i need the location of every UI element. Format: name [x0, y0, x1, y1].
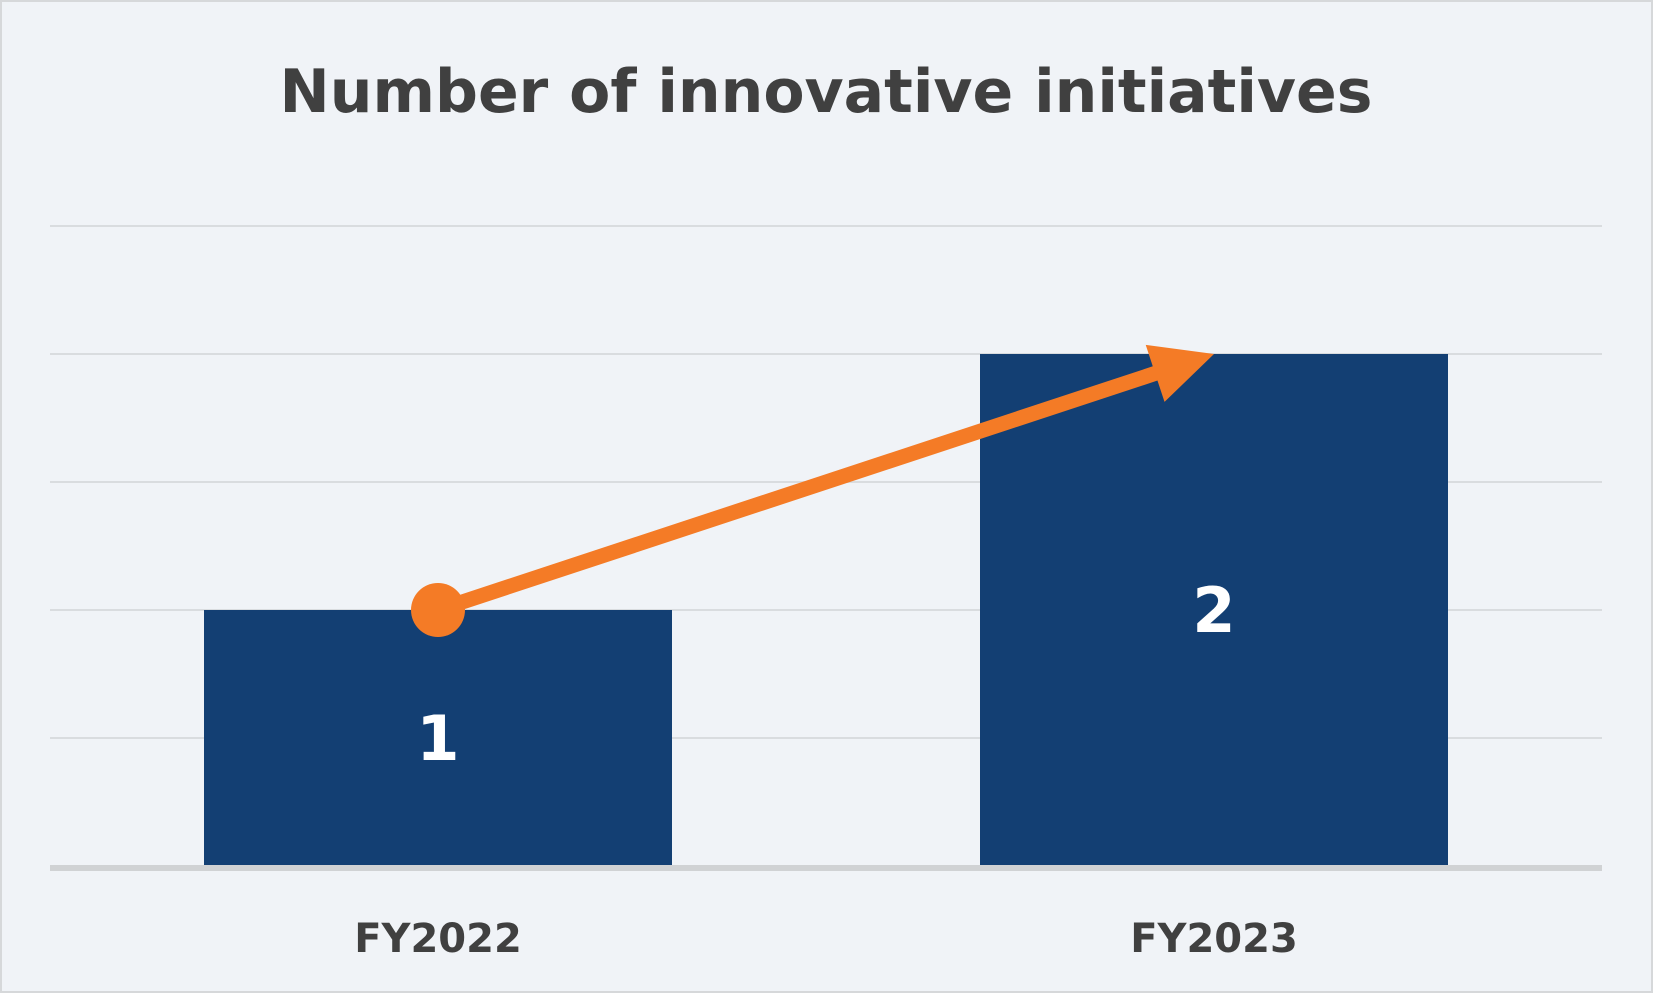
trend-arrow-start-dot	[411, 583, 465, 637]
bars	[204, 354, 1448, 866]
data-label-fy2023: 2	[1192, 574, 1235, 647]
x-axis: FY2022 FY2023	[50, 865, 1602, 962]
data-labels: 12	[416, 574, 1235, 775]
trend-arrow-shaft	[435, 364, 1164, 618]
bar-fy2023	[980, 354, 1448, 866]
chart-title: Number of innovative initiatives	[280, 57, 1373, 127]
x-tick-label-fy2022: FY2022	[354, 916, 522, 962]
data-label-fy2022: 1	[416, 702, 459, 775]
trend-arrow	[411, 344, 1214, 637]
x-tick-label-fy2023: FY2023	[1130, 916, 1298, 962]
bar-fy2022	[204, 610, 672, 866]
trend-arrow-head	[1145, 344, 1214, 402]
